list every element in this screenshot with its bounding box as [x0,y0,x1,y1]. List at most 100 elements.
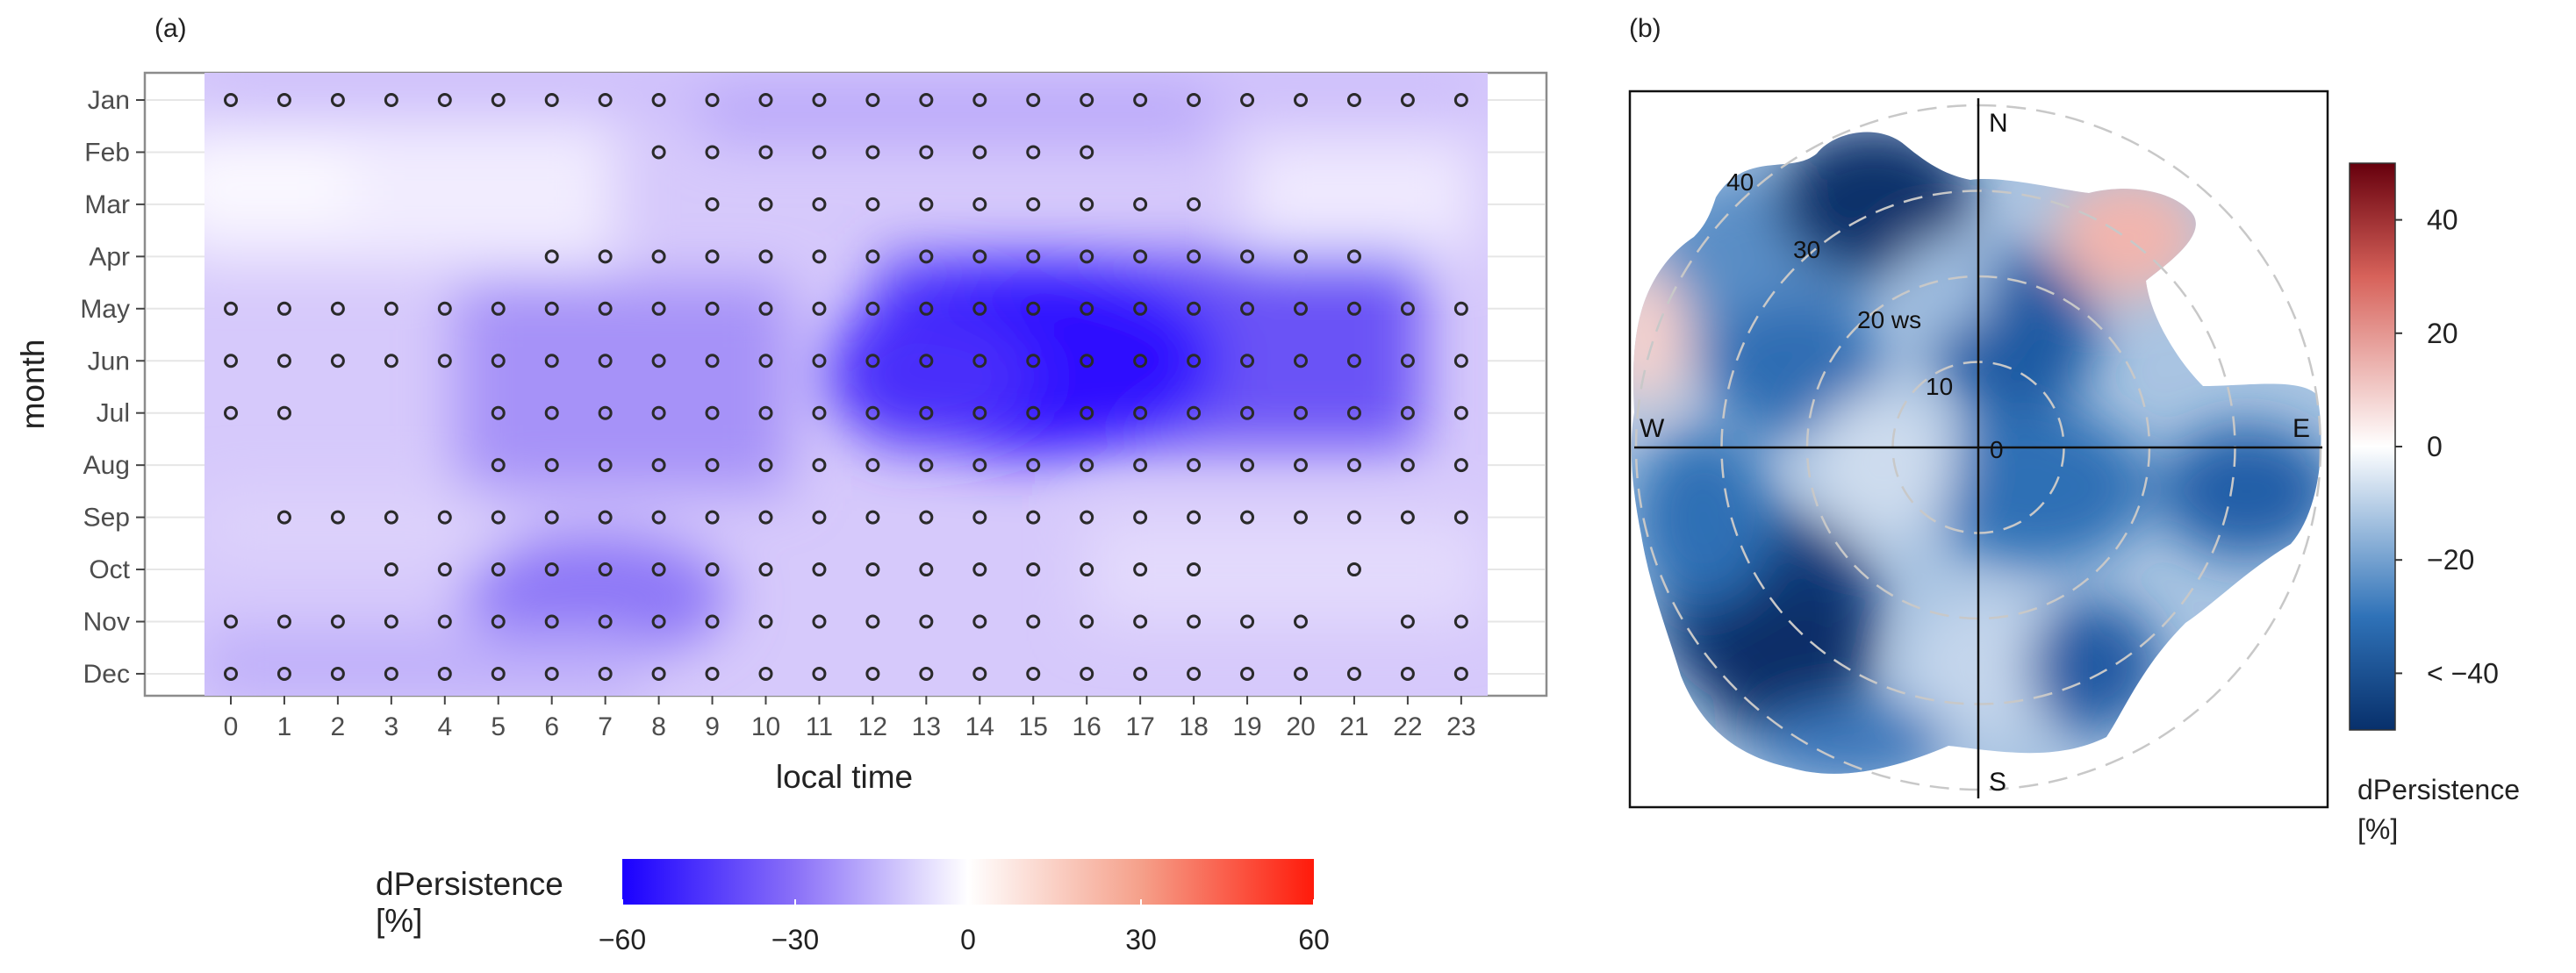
significance-marker [1240,666,1255,681]
significance-marker [598,301,613,316]
significance-marker [705,354,720,368]
significance-marker [865,145,880,160]
colorbar-a-tick-label: −60 [599,924,646,955]
significance-marker [972,93,987,107]
x-tick-label: 22 [1393,712,1422,741]
y-tick-label: Oct [89,555,130,584]
colorbar-b-tick-label: 40 [2427,204,2458,236]
significance-marker [758,405,773,420]
significance-marker [972,354,987,368]
significance-marker [437,510,452,525]
significance-marker [705,405,720,420]
panel-label-a: (a) [154,14,187,43]
significance-marker [651,666,666,681]
significance-marker [1133,93,1148,107]
significance-marker [1294,93,1308,107]
significance-marker [491,458,506,473]
significance-marker [972,458,987,473]
significance-marker [705,249,720,264]
x-tick-label: 9 [705,712,720,741]
significance-marker [384,562,398,577]
significance-marker [705,301,720,316]
significance-marker [598,354,613,368]
significance-marker [544,249,559,264]
significance-marker [1187,666,1202,681]
significance-marker [330,614,345,629]
significance-marker [491,666,506,681]
significance-marker [972,562,987,577]
significance-marker [1294,510,1308,525]
significance-marker [812,458,827,473]
significance-marker [812,145,827,160]
significance-marker [812,249,827,264]
significance-marker [651,614,666,629]
x-tick-label: 17 [1125,712,1154,741]
significance-marker [1453,614,1468,629]
significance-marker [705,93,720,107]
x-tick-label: 23 [1446,712,1475,741]
significance-marker [1400,301,1415,316]
radial-label-0: 0 [1990,436,2004,463]
y-tick-label: Jan [88,86,130,115]
colorbar-a-unit: [%] [376,903,422,939]
significance-marker [972,510,987,525]
significance-marker [812,93,827,107]
radial-label-30: 30 [1793,236,1820,263]
significance-marker [384,354,398,368]
significance-marker [598,458,613,473]
significance-marker [1080,458,1094,473]
significance-marker [1346,301,1361,316]
significance-marker [919,249,934,264]
polar-panel: N S W E 10 20 ws 30 40 0 [1628,89,2329,809]
significance-marker [865,666,880,681]
significance-marker [972,666,987,681]
significance-marker [758,666,773,681]
significance-marker [224,354,238,368]
x-tick-label: 1 [277,712,292,741]
significance-marker [1346,93,1361,107]
significance-marker [437,614,452,629]
significance-marker [1453,458,1468,473]
colorbar-b-tick-label: 20 [2427,318,2458,349]
significance-marker [224,614,238,629]
significance-marker [1294,614,1308,629]
significance-marker [705,614,720,629]
significance-marker [1346,405,1361,420]
significance-marker [598,666,613,681]
significance-marker [1294,666,1308,681]
significance-marker [1026,301,1041,316]
significance-marker [1187,510,1202,525]
significance-marker [1026,666,1041,681]
significance-marker [544,354,559,368]
significance-marker [865,301,880,316]
significance-marker [812,666,827,681]
heatmap-panel: 0 1 2 3 4 5 6 7 8 9 10 11 12 13 14 15 16 17 18 19 20 21 22 23 J… [15,71,1548,795]
significance-marker [1453,666,1468,681]
significance-marker [1240,405,1255,420]
significance-marker [972,249,987,264]
significance-marker [1400,405,1415,420]
significance-marker [598,249,613,264]
significance-marker [651,354,666,368]
x-axis-title: local time [776,759,913,795]
significance-marker [758,197,773,211]
significance-marker [1080,354,1094,368]
significance-marker [598,93,613,107]
significance-marker [1026,562,1041,577]
significance-marker [276,510,291,525]
significance-marker [865,614,880,629]
significance-marker [330,354,345,368]
significance-marker [919,614,934,629]
significance-marker [1400,354,1415,368]
significance-marker [224,301,238,316]
significance-marker [758,562,773,577]
significance-marker [1453,510,1468,525]
significance-marker [330,301,345,316]
radial-label-20: 20 ws [1857,306,1921,333]
significance-marker [1346,249,1361,264]
significance-marker [919,666,934,681]
significance-marker [1294,405,1308,420]
significance-marker [705,510,720,525]
significance-marker [972,301,987,316]
